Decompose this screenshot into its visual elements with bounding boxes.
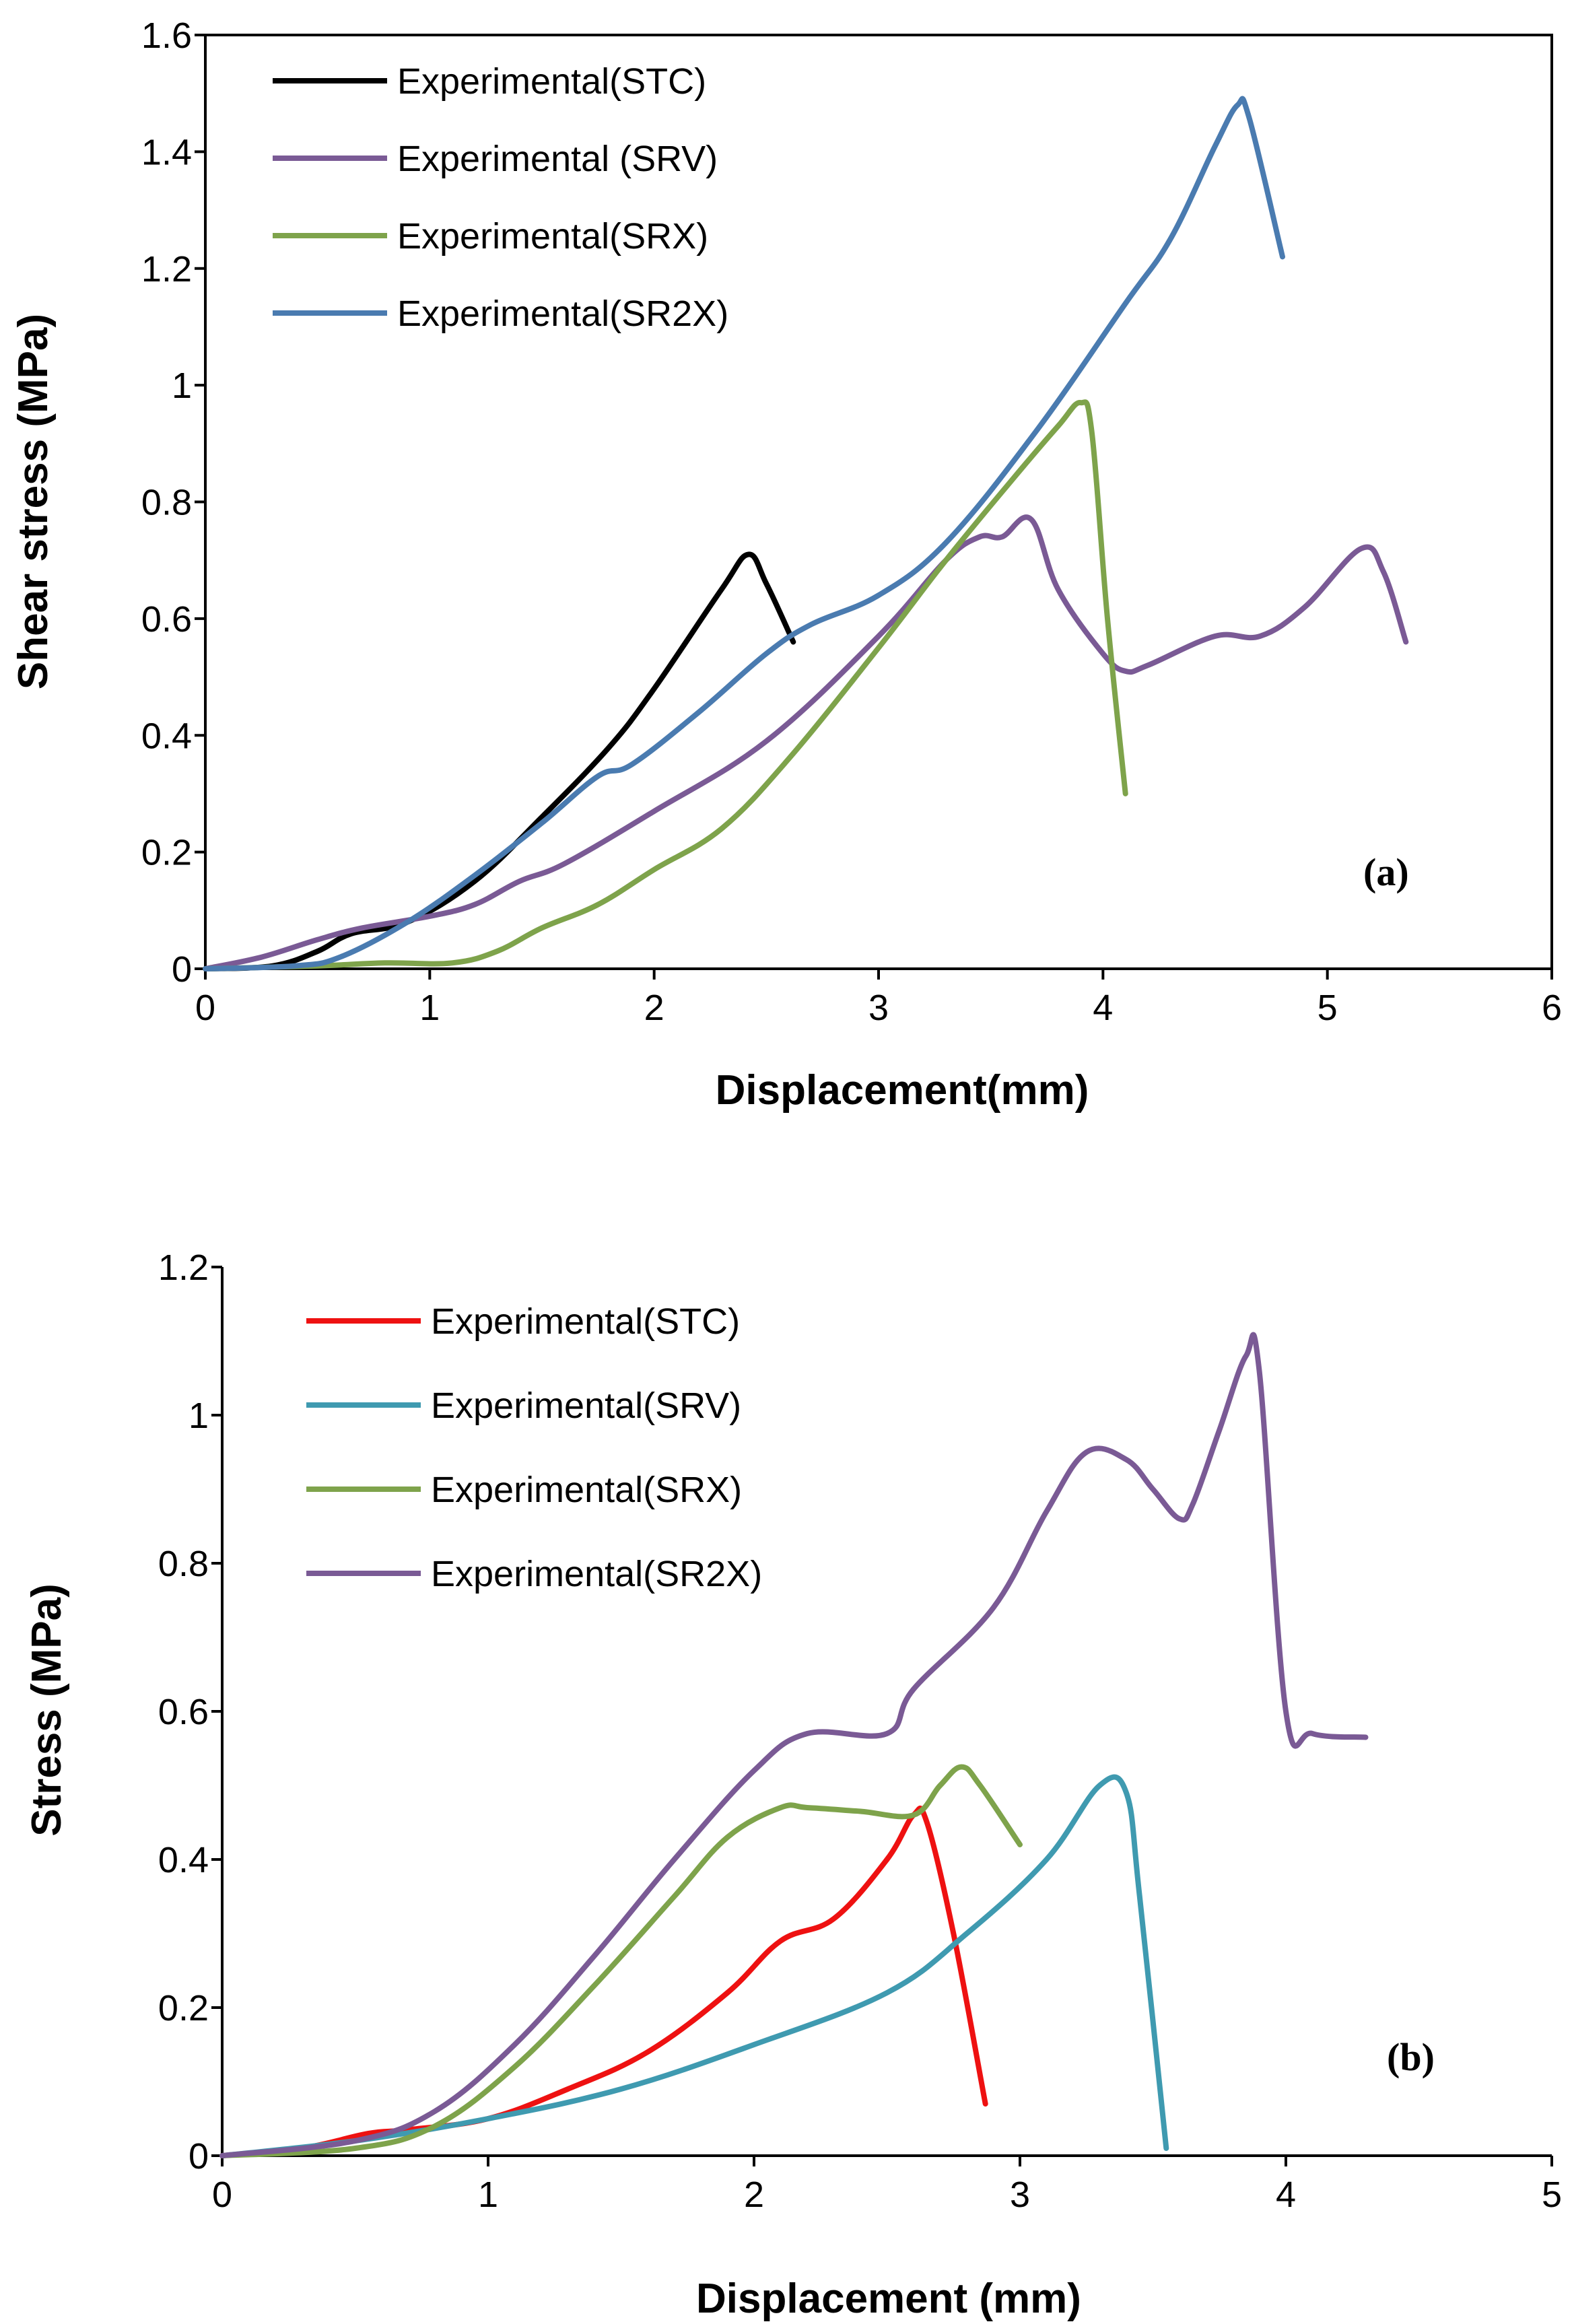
panel-b-legend: Experimental(STC) Experimental(SRV) Experi… <box>306 1301 762 1594</box>
panel-b-y-tick-label: 1 <box>189 1396 209 1436</box>
panel-b-legend-label-4: Experimental(SR2X) <box>431 1554 762 1594</box>
panel-a-label: (a) <box>1363 850 1409 894</box>
panel-b-x-tick-label: 2 <box>744 2175 764 2215</box>
panel-a-y-tick-label: 0.2 <box>141 833 192 873</box>
panel-b-x-tick-label: 1 <box>478 2175 498 2215</box>
panel-b-x-tick-label: 4 <box>1276 2175 1296 2215</box>
panel-b-series-line-4 <box>219 1332 1369 2158</box>
panel-a-x-tick-label: 4 <box>1093 988 1113 1028</box>
panel-b-y-tick-label: 1.2 <box>158 1248 209 1288</box>
panel-a-x-tick-label: 5 <box>1318 988 1338 1028</box>
panel-b-label: (b) <box>1387 2035 1435 2079</box>
panel-b-legend-label-1: Experimental(STC) <box>431 1301 740 1342</box>
panel-a-legend: Experimental(STC) Experimental (SRV) Exper… <box>273 61 728 334</box>
panel-a-legend-label-1: Experimental(STC) <box>397 61 706 102</box>
panel-a-x-tick-label: 6 <box>1542 988 1562 1028</box>
panel-b-series-line-2 <box>219 1774 1169 2158</box>
panel-b-series-line-1 <box>219 1805 988 2158</box>
panel-b-x-tick-label: 0 <box>212 2175 232 2215</box>
panel-a-ticks: 0 1 2 3 4 5 6 0 0.2 0.4 0.6 0.8 1 1.2 1.4 1.6 <box>141 15 1562 1028</box>
panel-a-x-tick-label: 3 <box>868 988 889 1028</box>
panel-a-y-tick-label: 1 <box>172 366 192 406</box>
panel-b-series-line-3 <box>219 1764 1023 2158</box>
panel-b-y-tick-label: 0.4 <box>158 1840 209 1880</box>
panel-a-x-tick-label: 1 <box>419 988 440 1028</box>
panel-a-y-tick-label: 0 <box>172 949 192 990</box>
panel-b-chart: 0 1 2 3 4 5 0 0.2 0.4 0.6 0.8 1 1.2 Experimental(STC… <box>24 1248 1562 2322</box>
panel-a-y-tick-label: 0.6 <box>141 599 192 640</box>
panel-a-x-axis-title: Displacement(mm) <box>716 1067 1089 1114</box>
panel-a-y-tick-label: 0.4 <box>141 716 192 756</box>
panel-b-legend-label-3: Experimental(SRX) <box>431 1470 742 1510</box>
panel-a-y-tick-label: 0.8 <box>141 483 192 523</box>
panel-a-series-line-3 <box>203 399 1128 971</box>
panel-a-legend-label-2: Experimental (SRV) <box>397 139 718 179</box>
panel-a-y-tick-label: 1.6 <box>141 15 192 56</box>
panel-a-y-axis-title: Shear stress (MPa) <box>10 314 57 689</box>
panel-b-ticks: 0 1 2 3 4 5 0 0.2 0.4 0.6 0.8 1 1.2 <box>158 1248 1562 2215</box>
panel-b-legend-label-2: Experimental(SRV) <box>431 1386 741 1426</box>
panel-a-x-tick-label: 2 <box>644 988 664 1028</box>
panel-a-series-group <box>203 96 1409 971</box>
panel-a-legend-label-3: Experimental(SRX) <box>397 216 708 257</box>
panel-a-x-tick-label: 0 <box>195 988 215 1028</box>
panel-b-x-tick-label: 3 <box>1010 2175 1030 2215</box>
panel-b-y-tick-label: 0.2 <box>158 1988 209 2028</box>
panel-b-y-axis-title: Stress (MPa) <box>24 1583 70 1837</box>
panel-a-y-tick-label: 1.2 <box>141 249 192 289</box>
panel-a-series-line-1 <box>203 551 796 971</box>
panel-a-y-tick-label: 1.4 <box>141 132 192 172</box>
panel-a-chart: 0 1 2 3 4 5 6 0 0.2 0.4 0.6 0.8 1 1.2 1.4 1.6 Experimen… <box>10 15 1562 1114</box>
panel-a-series-line-4 <box>203 96 1285 971</box>
panel-b-series-group <box>219 1332 1369 2158</box>
panel-b-y-tick-label: 0 <box>189 2136 209 2177</box>
panel-b-x-tick-label: 5 <box>1542 2175 1562 2215</box>
panel-b-y-tick-label: 0.8 <box>158 1544 209 1584</box>
panel-b-x-axis-title: Displacement (mm) <box>696 2276 1081 2322</box>
panel-b-y-tick-label: 0.6 <box>158 1692 209 1732</box>
panel-a-legend-label-4: Experimental(SR2X) <box>397 294 728 334</box>
